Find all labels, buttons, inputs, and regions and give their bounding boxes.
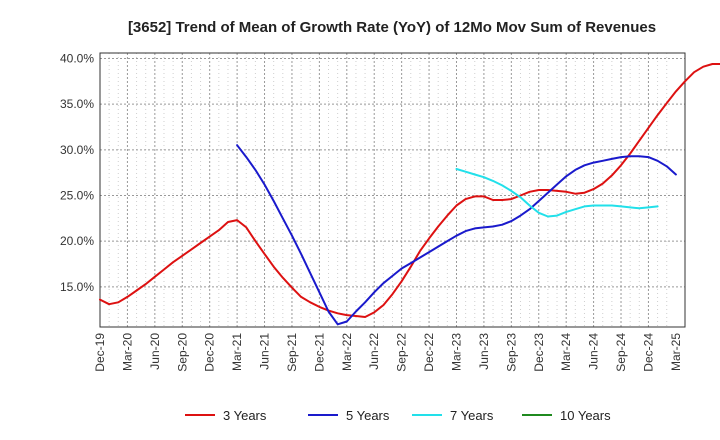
chart-title: [3652] Trend of Mean of Growth Rate (YoY…: [128, 19, 656, 36]
series-group: [99, 63, 720, 326]
x-tick-label: Dec-24: [641, 333, 655, 372]
x-tick-label: Dec-21: [312, 333, 326, 372]
y-tick-label: 15.0%: [60, 280, 94, 294]
x-tick-label: Dec-22: [422, 333, 436, 372]
grid: [100, 53, 685, 327]
x-tick-label: Dec-20: [203, 333, 217, 372]
x-tick-label: Mar-23: [449, 333, 463, 371]
x-tick-label: Mar-20: [120, 333, 134, 371]
y-tick-label: 20.0%: [60, 234, 94, 248]
x-tick-label: Mar-25: [669, 333, 683, 371]
legend-label: 5 Years: [346, 408, 390, 423]
x-tick-label: Jun-20: [148, 333, 162, 370]
x-tick-label: Jun-23: [477, 333, 491, 370]
y-tick-label: 25.0%: [60, 188, 94, 202]
x-tick-label: Jun-22: [367, 333, 381, 370]
y-axis: 15.0% 20.0% 25.0% 30.0% 35.0% 40.0%: [60, 51, 94, 293]
x-tick-label: Dec-19: [93, 333, 107, 372]
x-tick-label: Mar-21: [230, 333, 244, 371]
x-tick-label: Jun-24: [587, 333, 601, 370]
x-tick-label: Sep-24: [614, 333, 628, 372]
x-axis: Dec-19 Mar-20 Jun-20 Sep-20 Dec-20 Mar-21 Jun-…: [93, 333, 683, 372]
series-line-7-years: [455, 168, 659, 218]
legend-label: 10 Years: [560, 408, 611, 423]
y-tick-label: 30.0%: [60, 143, 94, 157]
y-tick-label: 35.0%: [60, 97, 94, 111]
x-tick-label: Sep-20: [175, 333, 189, 372]
x-tick-label: Dec-23: [532, 333, 546, 372]
legend-label: 3 Years: [223, 408, 267, 423]
x-tick-label: Sep-21: [285, 333, 299, 372]
y-tick-label: 40.0%: [60, 51, 94, 65]
x-tick-label: Jun-21: [258, 333, 272, 370]
legend: 3 Years 5 Years 7 Years 10 Years: [185, 408, 611, 423]
x-tick-label: Sep-22: [395, 333, 409, 372]
plot-area: [99, 52, 686, 328]
series-line-3-years: [99, 63, 720, 318]
legend-label: 7 Years: [450, 408, 494, 423]
x-tick-label: Sep-23: [504, 333, 518, 372]
x-tick-label: Mar-22: [340, 333, 354, 371]
x-tick-label: Mar-24: [559, 333, 573, 371]
series-line-5-years: [236, 144, 677, 326]
